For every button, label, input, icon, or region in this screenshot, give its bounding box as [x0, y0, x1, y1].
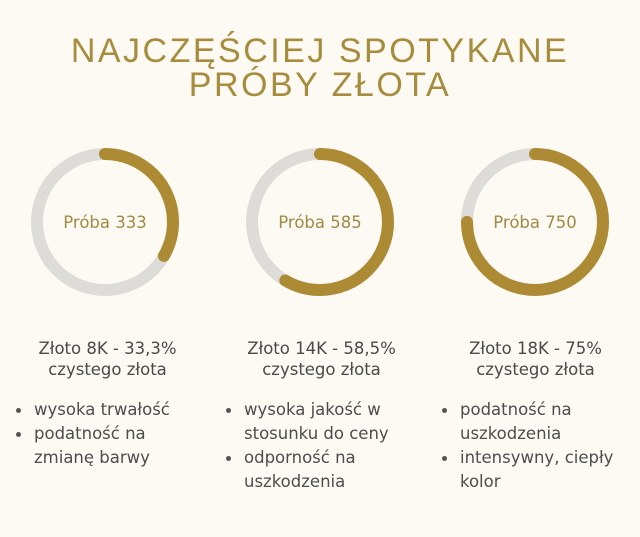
heading-line-1: Złoto 14K - 58,5% — [247, 339, 396, 358]
donut-2: Próba 585 — [246, 148, 394, 296]
list-item: wysoka jakość w stosunku do ceny — [226, 398, 419, 446]
list-item: podatność na uszkodzenia — [442, 398, 610, 446]
title-line-2: PRÓBY ZŁOTA — [188, 66, 452, 104]
donut-value-arc — [461, 148, 609, 296]
donut-value-arc — [31, 148, 179, 296]
list-item: intensywny, ciepły kolor — [442, 446, 640, 494]
donut-1: Próba 333 — [31, 148, 179, 296]
heading-line-2: czystego złota — [262, 360, 381, 379]
column-18k: Złoto 18K - 75% czystego złota podatność … — [428, 338, 640, 494]
donut-label: Próba 585 — [278, 213, 362, 232]
heading-line-2: czystego złota — [48, 360, 167, 379]
heading-line-2: czystego złota — [476, 360, 595, 379]
donut-label: Próba 333 — [63, 213, 147, 232]
donut-value-arc — [246, 148, 394, 296]
list-item: wysoka trwałość — [16, 398, 215, 422]
list-item: odporność na uszkodzenia — [226, 446, 394, 494]
donut-3: Próba 750 — [461, 148, 609, 296]
list-item: podatność na zmianę barwy — [16, 422, 174, 470]
heading-line-1: Złoto 18K - 75% — [469, 339, 602, 358]
title-line-1: NAJCZĘŚCIEJ SPOTYKANE — [70, 32, 570, 70]
column-14k: Złoto 14K - 58,5% czystego złota wysoka j… — [214, 338, 429, 494]
column-8k: Złoto 8K - 33,3% czystego złota wysoka tr… — [0, 338, 215, 470]
donut-label: Próba 750 — [493, 213, 577, 232]
heading-line-1: Złoto 8K - 33,3% — [38, 339, 177, 358]
page-title: NAJCZĘŚCIEJ SPOTYKANE PRÓBY ZŁOTA — [0, 34, 640, 102]
